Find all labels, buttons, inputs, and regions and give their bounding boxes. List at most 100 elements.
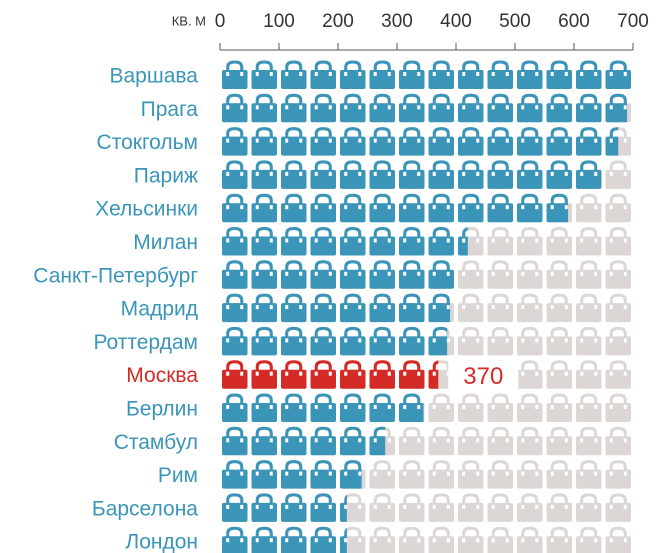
bag-clasp (535, 471, 539, 476)
bag-clasp (299, 238, 303, 243)
bag-body (517, 269, 543, 289)
bag-handle (432, 60, 450, 71)
bag-clasp (417, 471, 421, 476)
bag-body (281, 169, 307, 189)
bag-handle (609, 293, 627, 305)
bag-clasp (358, 504, 362, 509)
bar (222, 360, 439, 389)
bag-handle (255, 493, 273, 504)
bag-body (369, 203, 395, 223)
bag-body (399, 436, 425, 456)
bag-clasp (564, 538, 568, 543)
bag-clasp (505, 271, 509, 276)
bag-body (605, 169, 631, 189)
bag-clasp (491, 271, 495, 276)
bag-handle (226, 293, 244, 305)
bag-clasp (446, 538, 450, 543)
bag-handle (462, 60, 480, 71)
bag-body (546, 403, 572, 422)
bag-handle (255, 326, 273, 338)
bag-clasp (358, 138, 362, 143)
bag-clasp (564, 305, 568, 310)
bag-handle (609, 326, 627, 338)
bag-body (222, 436, 248, 456)
bag-handle (550, 393, 568, 404)
bag-clasp (594, 405, 598, 409)
bag-clasp (358, 72, 362, 76)
bag-clasp (432, 138, 436, 143)
bag-handle (580, 460, 598, 471)
bag-clasp (564, 105, 568, 110)
bag-clasp (491, 538, 495, 543)
bag-clasp (269, 238, 273, 243)
bag-clasp (403, 338, 407, 343)
bag-clasp (358, 338, 362, 343)
bag-handle (314, 526, 332, 538)
bag-clasp (328, 105, 332, 110)
bag-handle (285, 360, 303, 371)
bag-clasp (344, 405, 348, 409)
bag-clasp (609, 405, 613, 409)
bag-handle (344, 493, 362, 504)
bag-clasp (521, 271, 525, 276)
bag-clasp (462, 171, 466, 176)
bag-handle (462, 526, 480, 538)
bag-body (399, 169, 425, 189)
bag-clasp (373, 138, 377, 143)
bag-clasp (255, 72, 259, 76)
bag-body (487, 236, 513, 256)
bag-handle (285, 493, 303, 504)
bag-handle (432, 460, 450, 471)
bag-handle (226, 260, 244, 271)
bag-handle (432, 193, 450, 205)
bag-clasp (314, 504, 318, 509)
bag-clasp (535, 371, 539, 376)
bag-clasp (240, 205, 244, 210)
bag-clasp (580, 538, 584, 543)
bag-handle (344, 293, 362, 305)
bag-clasp (521, 138, 525, 143)
bag-clasp (476, 305, 480, 310)
bag-handle (491, 526, 509, 538)
bag-clasp (550, 238, 554, 243)
bag-handle (285, 393, 303, 404)
bag-handle (344, 160, 362, 171)
bag-handle (403, 393, 421, 404)
bag-handle (226, 460, 244, 471)
bag-body (281, 103, 307, 123)
bag-handle (550, 193, 568, 205)
bag-clasp (387, 538, 391, 543)
bag-handle (344, 260, 362, 271)
bag-body (605, 203, 631, 223)
bag-body (281, 502, 307, 522)
bag-body (487, 336, 513, 356)
bag-clasp (226, 338, 230, 343)
bag-handle (491, 326, 509, 338)
bag-clasp (446, 338, 448, 343)
bag-handle (521, 326, 539, 338)
bag-body (310, 403, 336, 422)
bag-clasp (417, 538, 421, 543)
bag-handle (521, 260, 539, 271)
bag-clasp (446, 171, 450, 176)
bag-clasp (580, 305, 584, 310)
category-label: Прага (141, 98, 199, 121)
bag-clasp (580, 138, 584, 143)
bag-handle (550, 426, 568, 438)
bag-clasp (594, 338, 598, 343)
bag-clasp (403, 405, 407, 409)
bag-clasp (550, 72, 554, 76)
bag-handle (521, 93, 539, 105)
bag-clasp (299, 205, 303, 210)
bag-body (310, 502, 336, 522)
bag-body (399, 403, 424, 422)
bag-clasp (344, 72, 348, 76)
bag-handle (403, 293, 421, 305)
bag-handle (344, 460, 362, 471)
bag-clasp (432, 338, 436, 343)
bag-clasp (550, 205, 554, 210)
bag-body (222, 103, 248, 123)
bag-clasp (328, 205, 332, 210)
bag-clasp (417, 405, 421, 409)
bag-clasp (476, 138, 480, 143)
